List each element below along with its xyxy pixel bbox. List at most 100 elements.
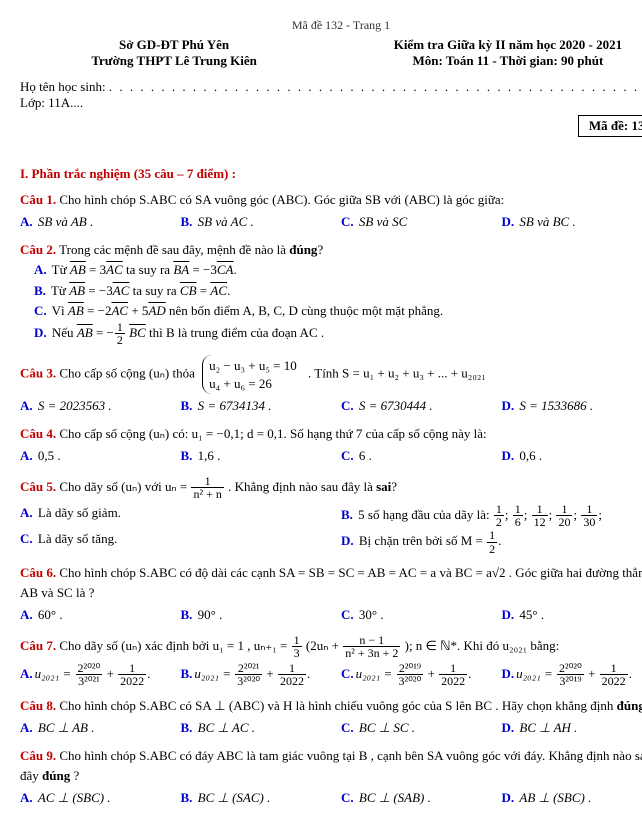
- question-2: Câu 2. Trong các mệnh đề sau đây, mệnh đ…: [20, 240, 642, 347]
- q5-sai: sai: [376, 479, 391, 494]
- class-label: Lớp: 11A....: [20, 95, 83, 110]
- q2-A-label: A.: [34, 262, 47, 277]
- q7-B-pre: u₂₀₂₁ =: [194, 666, 234, 681]
- q2-D: D. Nếu AB = −12 BC thì B là trung điểm c…: [34, 321, 642, 347]
- q7-pre: Cho dãy số (uₙ) xác định bởi u₁ = 1 , uₙ…: [59, 638, 290, 653]
- q6-B-label: B.: [181, 607, 193, 622]
- q3-brace-l1: u₂ − u₃ + u₅ = 10: [209, 358, 297, 373]
- q1-D: SB và BC .: [519, 214, 575, 229]
- q4-label: Câu 4.: [20, 426, 56, 441]
- org-name: Sở GD-ĐT Phú Yên: [20, 37, 328, 53]
- section-title: I. Phần trắc nghiệm (35 câu – 7 điểm) :: [20, 166, 642, 182]
- q2-dung: đúng: [289, 242, 317, 257]
- q3-B: S = 6734134 .: [198, 398, 272, 413]
- q2-B: B. Từ AB = −3AC ta suy ra CB = AC.: [34, 281, 642, 301]
- q8-dung: đúng: [617, 698, 642, 713]
- q7-A-label: A.: [20, 666, 33, 681]
- q5-B-end: ;: [598, 507, 602, 522]
- q1-C: SB và SC: [359, 214, 407, 229]
- q2a-v3: BA: [173, 262, 189, 277]
- q5-pre: Cho dãy số (uₙ) với uₙ =: [59, 479, 190, 494]
- q1-D-label: D.: [502, 214, 515, 229]
- q3-D: S = 1533686 .: [519, 398, 593, 413]
- q2d-v2: BC: [129, 325, 146, 340]
- q2b-mid: ta suy ra: [129, 283, 180, 298]
- q7-mid1: (2uₙ +: [306, 638, 342, 653]
- q8-B: BC ⊥ AC .: [198, 720, 255, 735]
- q9-B-label: B.: [181, 790, 193, 805]
- q8-label: Câu 8.: [20, 698, 56, 713]
- q9-label: Câu 9.: [20, 748, 56, 763]
- q2c-mid: nên bốn điểm A, B, C, D cùng thuộc một m…: [166, 303, 443, 318]
- header-right: Kiểm tra Giữa kỳ II năm học 2020 - 2021 …: [354, 37, 642, 69]
- q1-label: Câu 1.: [20, 192, 56, 207]
- q5-A: Là dãy số giảm.: [38, 505, 121, 520]
- q6-A: 60° .: [38, 607, 63, 622]
- q2c-d: + 5: [128, 303, 148, 318]
- q9-D: AB ⊥ (SBC) .: [519, 790, 591, 805]
- q9-C-label: C.: [341, 790, 354, 805]
- q1-text: Cho hình chóp S.ABC có SA vuông góc (ABC…: [59, 192, 504, 207]
- q4-A: 0,5 .: [38, 448, 61, 463]
- q2-C: C. Vì AB = −2AC + 5AD nên bốn điểm A, B,…: [34, 301, 642, 321]
- q5-B-label: B.: [341, 507, 353, 522]
- exam-subject: Môn: Toán 11 - Thời gian: 90 phút: [354, 53, 642, 69]
- question-3: Câu 3. Cho cấp số cộng (uₙ) thỏa u₂ − u₃…: [20, 355, 642, 416]
- header-left: Sở GD-ĐT Phú Yên Trường THPT Lê Trung Ki…: [20, 37, 328, 69]
- q7-D-label: D.: [502, 666, 515, 681]
- q2b-v4: AC: [210, 283, 227, 298]
- q2-stem: Trong các mệnh đề sau đây, mệnh đề nào l…: [59, 242, 289, 257]
- q3-brace: u₂ − u₃ + u₅ = 10 u₄ + u₆ = 26: [202, 355, 301, 394]
- q3-A: S = 2023563 .: [38, 398, 112, 413]
- q5-D-frac: 12: [486, 529, 498, 555]
- q2d-v1: AB: [77, 325, 93, 340]
- q3-label: Câu 3.: [20, 366, 56, 381]
- q5-A-label: A.: [20, 505, 33, 520]
- q4-D: 0,6 .: [519, 448, 542, 463]
- q4-text: Cho cấp số cộng (uₙ) có: u₁ = −0,1; d = …: [59, 426, 486, 441]
- q9-text: Cho hình chóp S.ABC có đáy ABC là tam gi…: [20, 748, 642, 783]
- q2a-pre: Từ: [52, 262, 70, 277]
- q6-A-label: A.: [20, 607, 33, 622]
- q3-brace-l2: u₄ + u₆ = 26: [209, 376, 272, 391]
- q8-C: BC ⊥ SC .: [359, 720, 415, 735]
- q2b-pre: Từ: [51, 283, 69, 298]
- q2-A: A. Từ AB = 3AC ta suy ra BA = −3CA.: [34, 260, 642, 280]
- q2c-v1: AB: [68, 303, 84, 318]
- q9-A: AC ⊥ (SBC) .: [38, 790, 111, 805]
- q1-B: SB và AC .: [198, 214, 254, 229]
- q2-D-label: D.: [34, 325, 47, 340]
- q2-B-label: B.: [34, 283, 46, 298]
- question-4: Câu 4. Cho cấp số cộng (uₙ) có: u₁ = −0,…: [20, 424, 642, 466]
- q6-C: 30° .: [359, 607, 384, 622]
- question-5: Câu 5. Cho dãy số (uₙ) với uₙ = 1n² + n …: [20, 475, 642, 556]
- q5-B-pre: 5 số hạng đầu của dãy là:: [358, 507, 493, 522]
- q6-C-label: C.: [341, 607, 354, 622]
- q7-D-pre: u₂₀₂₁ =: [516, 666, 556, 681]
- q5-D-label: D.: [341, 533, 354, 548]
- q3-pre: Cho cấp số cộng (uₙ) thỏa: [59, 366, 198, 381]
- q2c-b: = −2: [84, 303, 112, 318]
- q3-A-label: A.: [20, 398, 33, 413]
- student-dots: . . . . . . . . . . . . . . . . . . . . …: [109, 79, 639, 94]
- exam-title: Kiểm tra Giữa kỳ II năm học 2020 - 2021: [354, 37, 642, 53]
- q7-A-pre: u₂₀₂₁ =: [35, 666, 75, 681]
- q3-C: S = 6730444 .: [359, 398, 433, 413]
- question-6: Câu 6. Cho hình chóp S.ABC có độ dài các…: [20, 563, 642, 625]
- q8-B-label: B.: [181, 720, 193, 735]
- q1-C-label: C.: [341, 214, 354, 229]
- q3-C-label: C.: [341, 398, 354, 413]
- q2-C-label: C.: [34, 303, 47, 318]
- q7-f1: 13: [291, 634, 303, 660]
- student-label: Họ tên học sinh:: [20, 79, 109, 94]
- q6-text: Cho hình chóp S.ABC có độ dài các cạnh S…: [20, 565, 642, 600]
- q3-post: . Tính S = u₁ + u₂ + u₃ + ... + u₂₀₂₁: [308, 366, 486, 381]
- q7-mid2: ); n ∈ ℕ*. Khi đó u₂₀₂₁ bằng:: [405, 638, 560, 653]
- question-7: Câu 7. Cho dãy số (uₙ) xác định bởi u₁ =…: [20, 634, 642, 688]
- q8-text: Cho hình chóp S.ABC có SA ⊥ (ABC) và H l…: [59, 698, 616, 713]
- q2d-pre: Nếu: [52, 325, 77, 340]
- q5-post-end: ?: [391, 479, 397, 494]
- q8-D-label: D.: [502, 720, 515, 735]
- q6-D: 45° .: [519, 607, 544, 622]
- q9-D-label: D.: [502, 790, 515, 805]
